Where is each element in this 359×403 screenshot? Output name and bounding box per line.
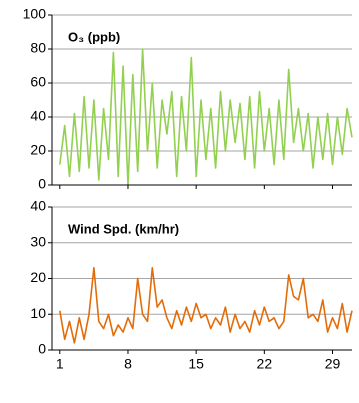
data-line [59,48,353,186]
y-tick-label: 80 [30,40,46,56]
x-tick-label: 29 [325,356,341,372]
x-tick-label: 22 [257,356,273,372]
y-tick-label: 20 [30,142,46,158]
chart-title: O₃ (ppb) [68,29,120,44]
y-tick-label: 100 [23,6,47,22]
x-tick-label: 1 [56,356,64,372]
y-tick-label: 20 [30,269,46,285]
y-tick-label: 0 [38,176,46,192]
y-tick-label: 40 [30,198,46,214]
y-tick-label: 40 [30,108,46,124]
x-tick-label: 8 [124,356,132,372]
y-tick-label: 0 [38,341,46,357]
y-tick-label: 60 [30,74,46,90]
chart-title: Wind Spd. (km/hr) [68,221,179,236]
x-tick-label: 15 [188,356,204,372]
y-tick-label: 30 [30,233,46,249]
y-tick-label: 10 [30,305,46,321]
data-line [59,267,353,344]
